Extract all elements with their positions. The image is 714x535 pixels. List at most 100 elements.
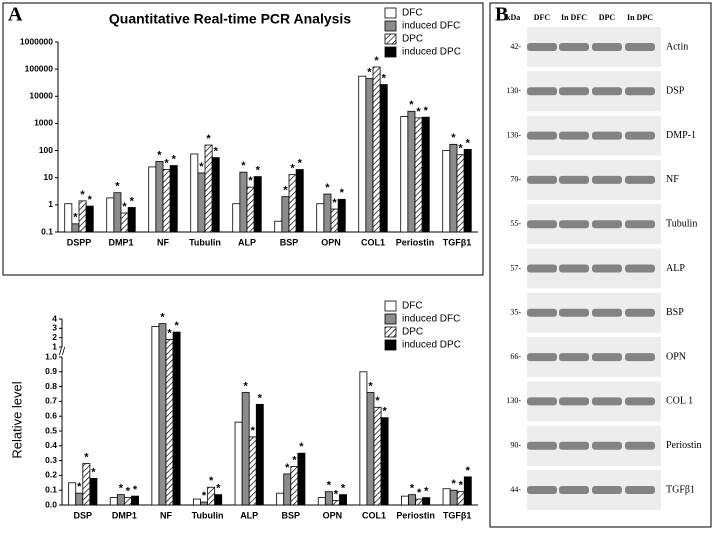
lane-label: In DPC — [627, 13, 653, 22]
significance-marker: * — [251, 425, 256, 437]
blot-band — [527, 264, 557, 273]
significance-marker: * — [130, 195, 135, 207]
significance-marker: * — [466, 137, 471, 149]
bar — [407, 110, 416, 233]
protein-label: COL 1 — [666, 396, 693, 407]
significance-marker: * — [160, 312, 165, 324]
panel-a-frame — [2, 2, 484, 276]
blot-band — [592, 131, 622, 140]
bar — [120, 212, 129, 233]
x-tick-label: DSPP — [67, 237, 92, 247]
bar — [456, 491, 465, 506]
blot-band — [592, 353, 622, 362]
bar — [197, 172, 206, 233]
significance-marker: * — [334, 488, 339, 500]
significance-marker: * — [258, 392, 263, 404]
x-tick-label: TGFβ1 — [443, 510, 472, 520]
bar — [337, 198, 346, 233]
blot-band — [625, 441, 655, 450]
significance-marker: * — [368, 380, 373, 392]
bar — [165, 339, 174, 506]
bar — [380, 417, 389, 506]
bar — [239, 171, 248, 233]
bar — [246, 186, 255, 233]
legend-label: induced DPC — [402, 47, 461, 58]
x-tick-label: BSP — [280, 237, 299, 247]
panel-label: A — [8, 4, 23, 26]
significance-marker: * — [332, 197, 337, 209]
kda-label: 66- — [510, 352, 521, 361]
blot-band — [592, 486, 622, 494]
bar — [214, 494, 223, 506]
bar — [75, 492, 84, 506]
significance-marker: * — [416, 106, 421, 118]
x-tick-label: OPN — [321, 237, 341, 247]
bar — [241, 392, 250, 506]
bar — [415, 498, 424, 506]
bar — [421, 116, 430, 233]
y-tick-label: 1 — [52, 341, 57, 351]
bar — [169, 165, 178, 233]
bar — [324, 491, 333, 506]
blot-band — [527, 220, 557, 229]
x-tick-label: DMP1 — [112, 510, 137, 520]
x-tick-label: Tubulin — [192, 510, 224, 520]
y-tick-label: 1 — [48, 199, 53, 209]
blot-band — [559, 441, 589, 450]
bar — [253, 176, 262, 233]
bar — [200, 501, 208, 506]
bar — [151, 326, 160, 506]
significance-marker: * — [374, 55, 379, 67]
kda-label: 70- — [510, 175, 521, 184]
significance-marker: * — [84, 451, 89, 463]
bar — [82, 463, 91, 506]
legend-swatch — [384, 339, 397, 351]
significance-marker: * — [256, 164, 261, 176]
bar — [323, 193, 332, 233]
bar — [234, 421, 243, 506]
significance-marker: * — [88, 194, 93, 206]
blot-band — [625, 87, 655, 96]
blot-band — [559, 220, 589, 229]
significance-marker: * — [119, 483, 124, 495]
legend-swatch — [384, 326, 397, 338]
y-tick-label: 0.6 — [45, 410, 57, 420]
significance-marker: * — [172, 153, 177, 165]
bar — [78, 200, 87, 233]
y-tick-label: 0.3 — [45, 455, 57, 465]
chart-title: Quantitative Real-time PCR Analysis — [109, 11, 351, 27]
bar — [290, 466, 299, 506]
bar — [414, 117, 423, 233]
y-tick-label: 10 — [44, 172, 54, 182]
y-tick-label: 0.2 — [45, 470, 57, 480]
protein-label: ALP — [666, 263, 685, 274]
x-tick-label: COL1 — [361, 237, 385, 247]
blot-band — [625, 131, 655, 140]
significance-marker: * — [73, 212, 78, 224]
x-tick-label: ALP — [240, 510, 258, 520]
x-tick-label: Periostin — [396, 510, 435, 520]
blot-band — [559, 43, 589, 51]
legend-swatch — [384, 33, 397, 45]
significance-marker: * — [325, 182, 330, 194]
significance-marker: * — [452, 478, 457, 490]
blot-band — [625, 397, 655, 406]
blot-band — [527, 87, 557, 96]
legend-label: DPC — [402, 34, 423, 45]
blot-band — [559, 486, 589, 494]
bar — [85, 205, 94, 233]
x-tick-label: NF — [157, 237, 169, 247]
significance-marker: * — [341, 483, 346, 495]
bar — [64, 203, 73, 233]
kda-label: 55- — [510, 219, 521, 228]
blot-band — [559, 397, 589, 406]
kda-label: 130- — [506, 130, 521, 139]
legend-swatch — [384, 46, 397, 58]
bar — [331, 500, 340, 506]
significance-marker: * — [133, 484, 138, 496]
blot-band — [527, 308, 557, 317]
unit-label: kDa — [506, 13, 520, 22]
kda-label: 130- — [506, 396, 521, 405]
